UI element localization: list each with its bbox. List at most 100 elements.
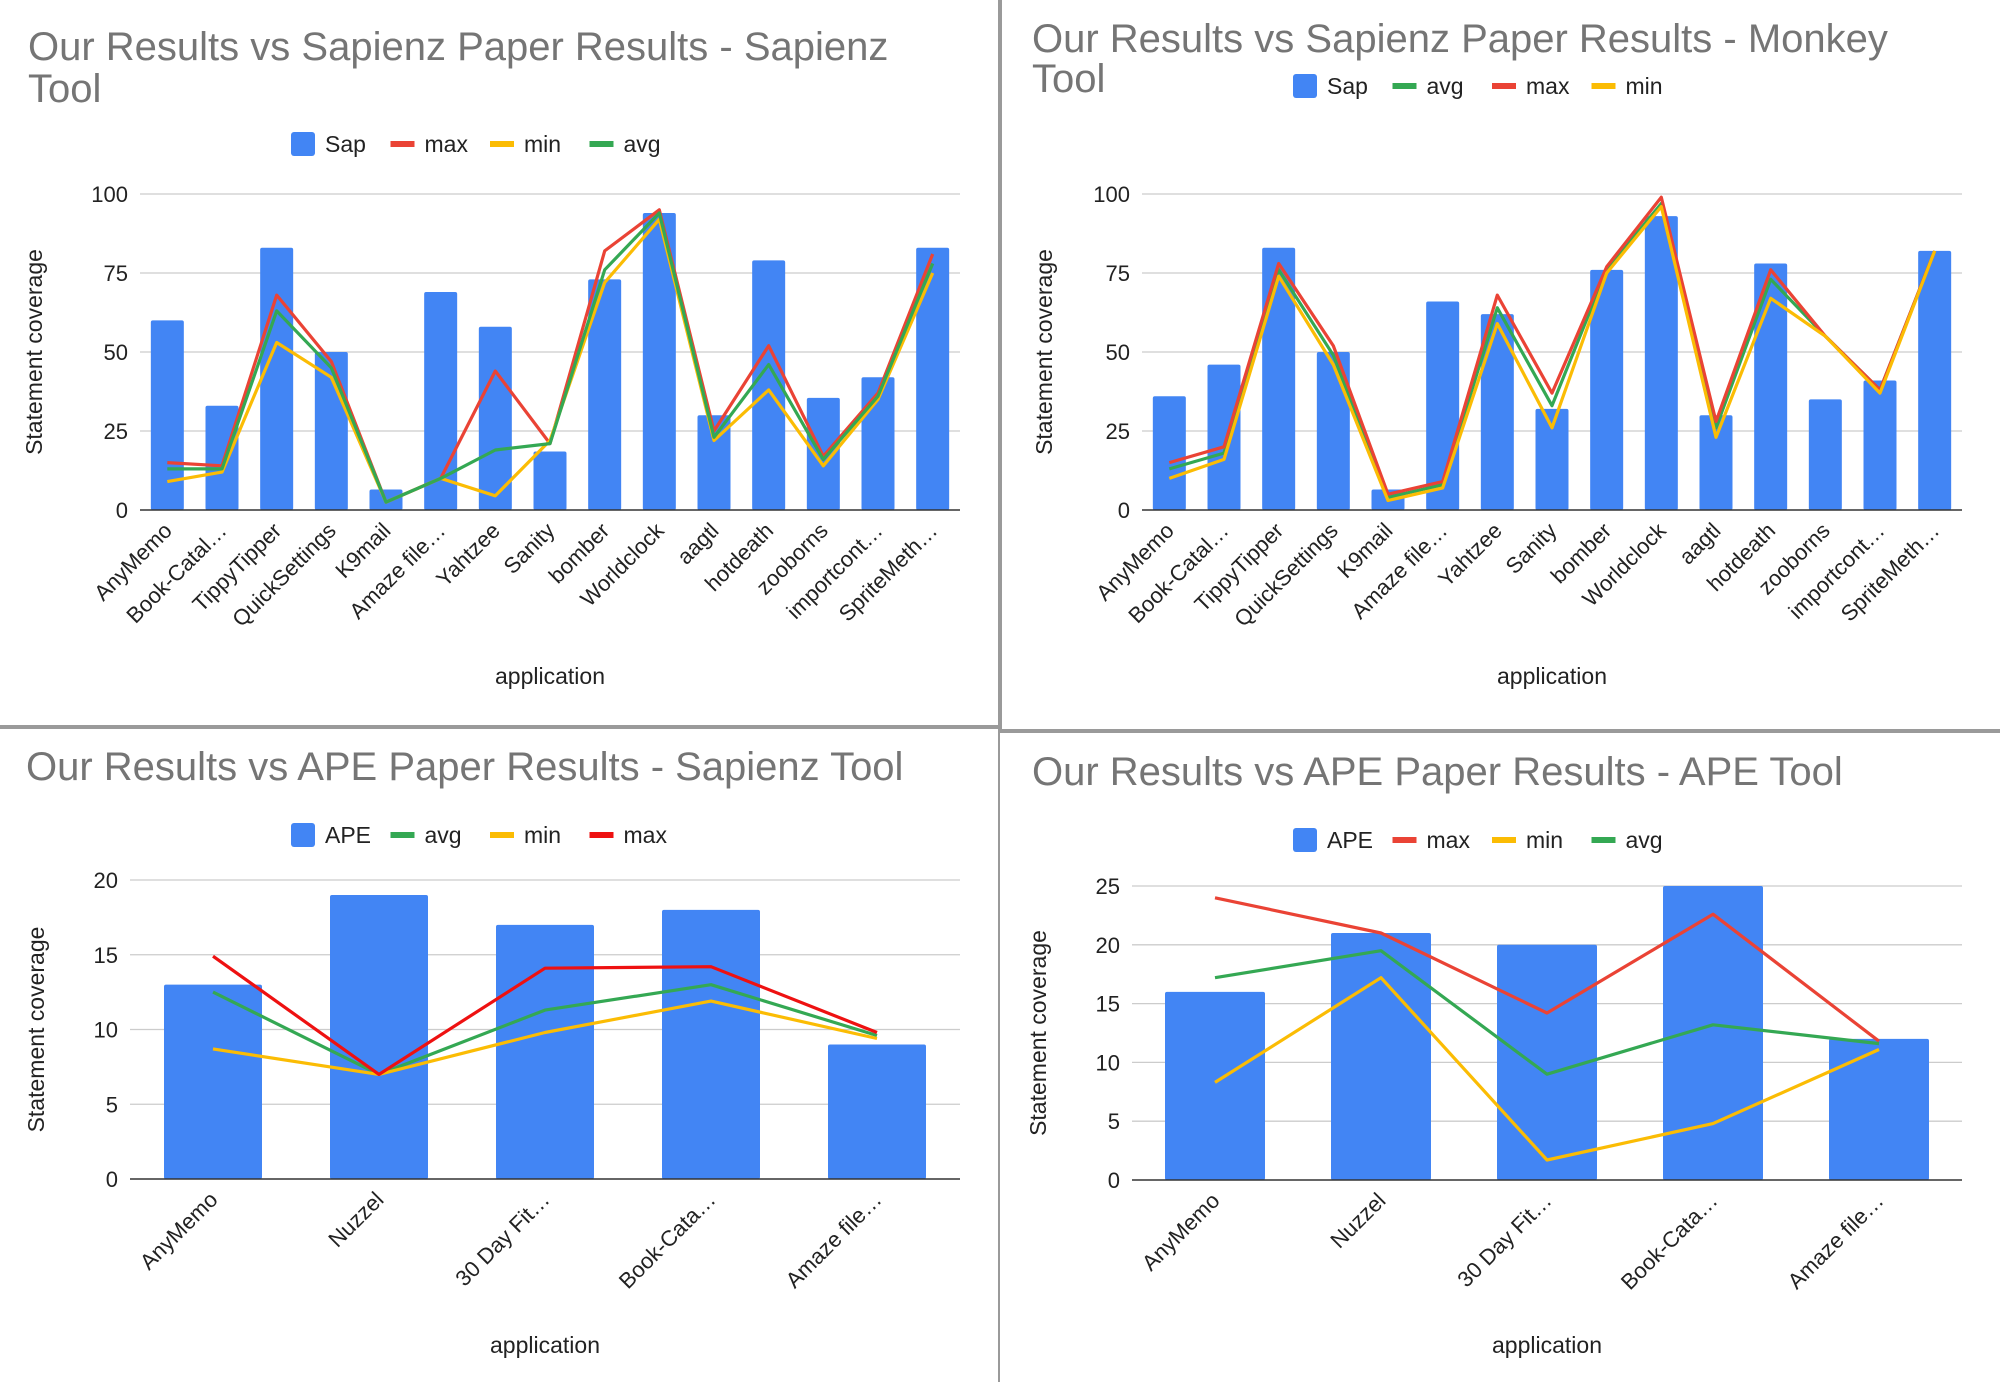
- chart-2-bar-Sap: [1590, 269, 1624, 510]
- chart-2-bar-Sap: [1480, 314, 1514, 510]
- chart-2-x-axis-title: application: [1497, 663, 1607, 689]
- chart-panel-ape-ape: Our Results vs APE Paper Results - APE T…: [1002, 733, 2000, 1382]
- chart-2-y-tick-label: 0: [1118, 498, 1130, 523]
- chart-panel-sapienz-monkey: Our Results vs Sapienz Paper Results - M…: [1002, 0, 2000, 731]
- chart-4-legend-swatch-avg: [1591, 837, 1616, 843]
- chart-2-legend-label-avg: avg: [1427, 73, 1464, 99]
- chart-4-bar-APE: [1497, 944, 1597, 1180]
- chart-4-bar-APE: [1663, 886, 1763, 1180]
- chart-1-bar-Sap: [697, 415, 731, 510]
- chart-panel-ape-sapienz: Our Results vs APE Paper Results - Sapie…: [0, 729, 998, 1382]
- chart-1-bar-Sap: [752, 260, 786, 510]
- chart-1-title-line: Our Results vs Sapienz Paper Results - S…: [28, 25, 888, 69]
- chart-3-x-axis-title: application: [490, 1332, 600, 1358]
- chart-1-y-tick-label: 100: [91, 182, 128, 207]
- chart-1-legend-swatch-Sap: [291, 132, 315, 156]
- chart-2-y-axis-title: Statement coverage: [1031, 249, 1057, 455]
- chart-2-bar-Sap: [1262, 247, 1296, 510]
- chart-3-line-avg: [212, 983, 878, 1076]
- chart-4-legend-swatch-min: [1492, 837, 1516, 843]
- chart-4-bar-APE: [1331, 933, 1431, 1180]
- chart-1-bar-Sap: [424, 291, 458, 510]
- chart-4-y-tick-label: 0: [1108, 1168, 1120, 1193]
- chart-1-line-avg: [167, 211, 935, 504]
- horizontal-divider-left: [0, 725, 1000, 729]
- chart-3-legend-label-avg: avg: [425, 822, 462, 848]
- chart-4-x-tick-label: Amaze file…: [1783, 1188, 1889, 1294]
- chart-3-line-max: [212, 954, 878, 1076]
- chart-1-y-tick-label: 0: [116, 498, 128, 523]
- chart-3-y-tick-label: 15: [94, 943, 118, 968]
- chart-4-title-line: Our Results vs APE Paper Results - APE T…: [1032, 750, 1843, 794]
- chart-4-bar-APE: [1165, 991, 1265, 1180]
- chart-2-bar-Sap: [1535, 408, 1569, 510]
- chart-4-y-tick-label: 10: [1096, 1050, 1120, 1075]
- chart-1-bar-Sap: [205, 405, 239, 510]
- chart-panel-sapienz-sapienz: Our Results vs Sapienz Paper Results - S…: [0, 0, 998, 727]
- chart-1-y-tick-label: 50: [104, 340, 128, 365]
- chart-4-legend-label-APE: APE: [1327, 827, 1373, 853]
- chart-3-x-tick-label: Nuzzel: [323, 1187, 388, 1252]
- chart-1-y-tick-label: 25: [104, 419, 128, 444]
- chart-2-legend-swatch-min: [1591, 83, 1616, 89]
- chart-4-y-tick-label: 25: [1096, 874, 1120, 899]
- horizontal-divider-right: [1000, 729, 2000, 733]
- chart-3-legend-swatch-avg: [390, 832, 415, 838]
- chart-4-x-tick-label: 30 Day Fit…: [1452, 1188, 1556, 1292]
- chart-1-bar-Sap: [642, 212, 676, 510]
- vertical-divider-bottom: [998, 729, 1000, 1382]
- chart-4-x-tick-label: Book-Cata…: [1616, 1188, 1723, 1295]
- chart-4-y-tick-label: 15: [1096, 992, 1120, 1017]
- chart-4-legend-swatch-APE: [1293, 828, 1317, 852]
- chart-2-y-tick-label: 50: [1106, 340, 1130, 365]
- vertical-divider-top: [998, 0, 1002, 731]
- chart-1-y-tick-label: 75: [104, 261, 128, 286]
- chart-2-y-tick-label: 75: [1106, 261, 1130, 286]
- chart-2-bar-Sap: [1808, 399, 1842, 510]
- chart-3-title-line: Our Results vs APE Paper Results - Sapie…: [26, 745, 903, 789]
- chart-3-x-tick-label: AnyMemo: [135, 1187, 223, 1275]
- chart-1-legend-label-Sap: Sap: [325, 131, 366, 157]
- chart-1-legend-swatch-avg: [589, 141, 614, 147]
- chart-1-title-line: Tool: [28, 67, 101, 111]
- chart-2-bar-Sap: [1863, 380, 1897, 510]
- chart-2-bar-Sap: [1207, 364, 1241, 510]
- chart-2-bar-Sap: [1699, 415, 1733, 510]
- chart-4-bar-APE: [1829, 1038, 1929, 1180]
- chart-ape-sapienz-svg: Our Results vs APE Paper Results - Sapie…: [23, 745, 960, 1358]
- chart-3-bar-APE: [662, 909, 760, 1179]
- chart-2-line-min: [1168, 205, 1937, 503]
- chart-3-bar-APE: [496, 924, 594, 1179]
- chart-1-bar-Sap: [588, 279, 622, 510]
- chart-2-y-tick-label: 25: [1106, 419, 1130, 444]
- chart-3-y-axis-title: Statement coverage: [23, 927, 49, 1133]
- chart-2-title-line: Our Results vs Sapienz Paper Results - M…: [1032, 17, 1888, 61]
- chart-3-y-tick-label: 0: [106, 1167, 118, 1192]
- chart-2-legend-label-min: min: [1626, 73, 1663, 99]
- chart-4-legend-label-max: max: [1427, 827, 1471, 853]
- chart-4-legend-label-min: min: [1526, 827, 1563, 853]
- chart-3-legend-swatch-APE: [291, 823, 315, 847]
- chart-3-x-tick-label: Book-Cata…: [614, 1187, 721, 1294]
- chart-2-y-tick-label: 100: [1093, 182, 1130, 207]
- chart-1-legend-swatch-min: [490, 141, 514, 147]
- chart-1-legend-label-max: max: [425, 131, 469, 157]
- chart-4-y-tick-label: 5: [1108, 1109, 1120, 1134]
- chart-2-legend-label-Sap: Sap: [1327, 73, 1368, 99]
- chart-4-y-tick-label: 20: [1096, 933, 1120, 958]
- chart-1-legend-swatch-max: [390, 141, 415, 147]
- chart-3-y-tick-label: 20: [94, 868, 118, 893]
- chart-4-x-axis-title: application: [1492, 1332, 1602, 1358]
- chart-4-y-axis-title: Statement coverage: [1025, 930, 1051, 1136]
- chart-2-bar-Sap: [1152, 396, 1186, 510]
- chart-1-bar-Sap: [533, 451, 567, 510]
- chart-3-bar-APE: [164, 984, 262, 1179]
- chart-3-line-min: [212, 999, 878, 1076]
- chart-1-x-axis-title: application: [495, 663, 605, 689]
- chart-3-bar-APE: [828, 1044, 926, 1179]
- chart-1-bar-Sap: [916, 247, 950, 510]
- chart-2-legend-swatch-max: [1492, 83, 1516, 89]
- chart-sapienz-monkey-svg: Our Results vs Sapienz Paper Results - M…: [1031, 17, 1962, 689]
- chart-sapienz-sapienz-svg: Our Results vs Sapienz Paper Results - S…: [21, 25, 960, 689]
- chart-1-y-axis-title: Statement coverage: [21, 249, 47, 455]
